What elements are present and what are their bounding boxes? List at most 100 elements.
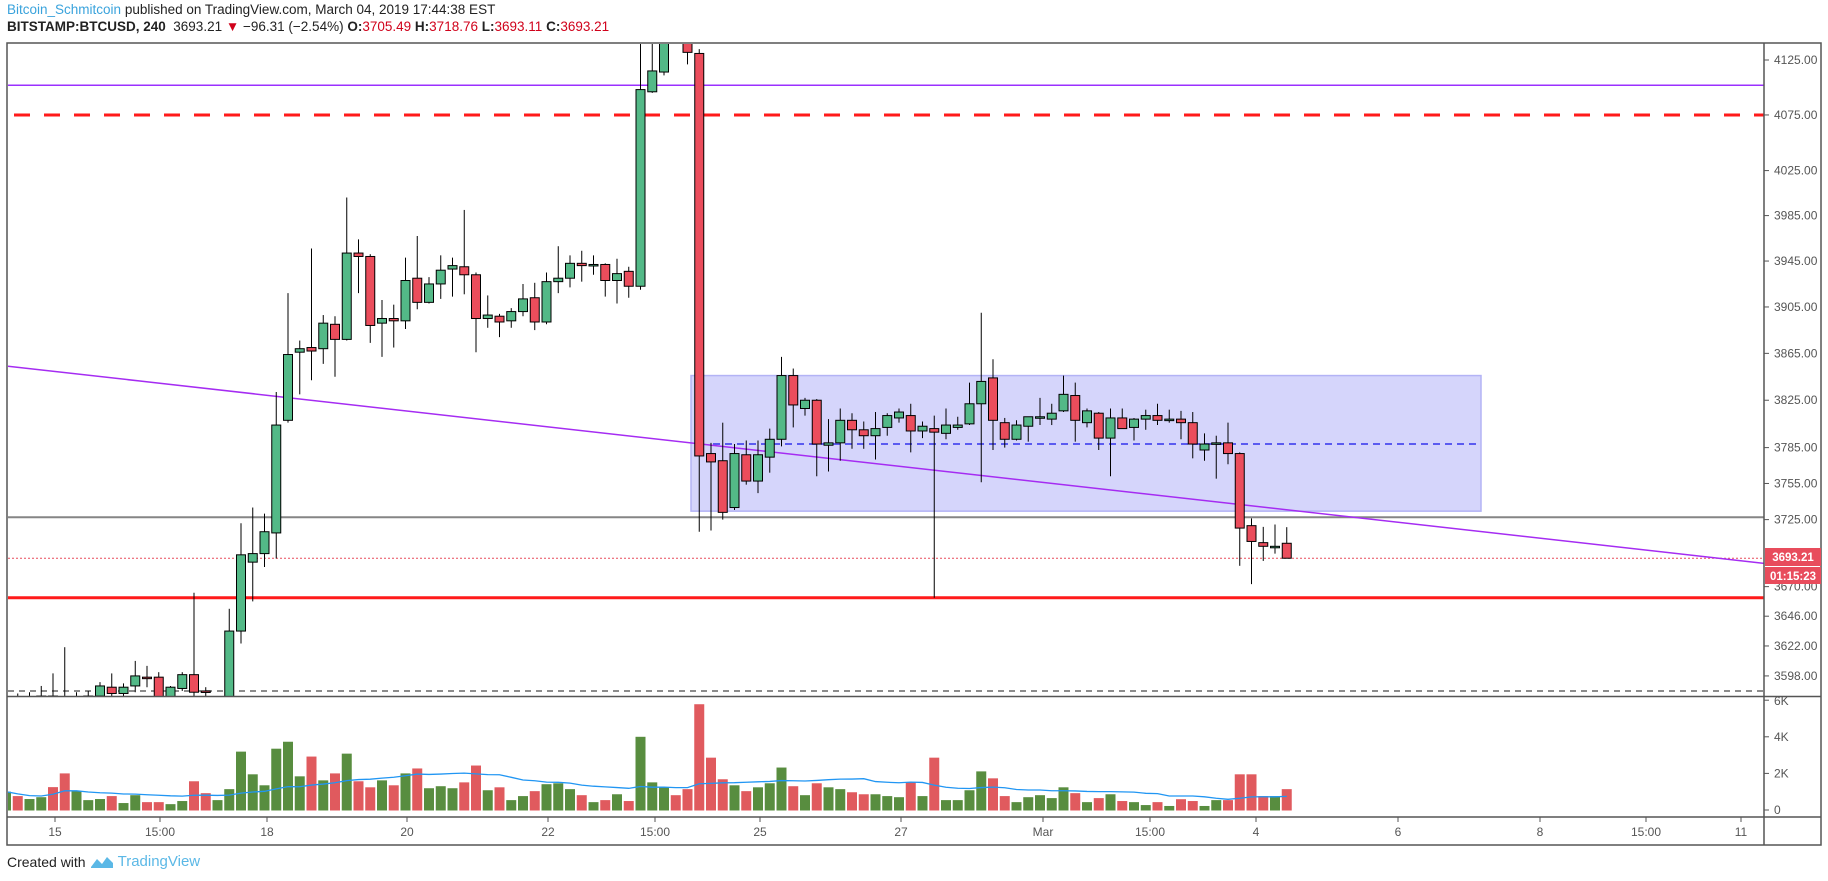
- volume-bar: [1046, 798, 1057, 811]
- candle-body-up: [553, 277, 564, 283]
- volume-bar: [894, 797, 904, 811]
- volume-bar: [36, 797, 47, 811]
- volume-bar: [459, 782, 470, 811]
- candle: [482, 295, 493, 328]
- candle: [1070, 382, 1081, 442]
- volume-bar: [988, 778, 998, 811]
- candle: [294, 340, 305, 395]
- tradingview-brand-link[interactable]: TradingView: [117, 853, 201, 870]
- candle-body-down: [189, 674, 199, 693]
- candle-body-down: [858, 429, 869, 437]
- candle-body-up: [612, 273, 622, 282]
- price-tick-label: 3598.00: [1774, 669, 1818, 683]
- volume-bar: [236, 751, 246, 811]
- candle-body-down: [142, 676, 152, 680]
- candle-body-up: [247, 553, 258, 563]
- volume-bar: [1187, 801, 1198, 811]
- close-label: C:: [546, 19, 561, 34]
- volume-bar: [71, 791, 82, 811]
- candle-body-up: [1105, 417, 1116, 439]
- candle: [1281, 527, 1292, 559]
- candle-body-down: [48, 695, 58, 696]
- volume-bar: [341, 753, 352, 811]
- candle-body-up: [1129, 418, 1139, 428]
- candle-body-up: [541, 281, 552, 323]
- author-link[interactable]: Bitcoin_Schmitcoin: [7, 2, 122, 17]
- candle: [870, 412, 881, 460]
- candle: [1258, 526, 1269, 561]
- time-tick-label: 20: [400, 825, 414, 839]
- candle-body-up: [894, 411, 904, 419]
- candle: [741, 440, 752, 485]
- last-price: 3693.21: [173, 19, 223, 34]
- candle-body-down: [694, 52, 705, 457]
- candle: [217, 695, 218, 696]
- candle: [941, 408, 951, 440]
- candle-body-down: [623, 270, 634, 287]
- candle-body-up: [952, 424, 963, 428]
- candle: [952, 416, 963, 430]
- volume-bar: [48, 787, 58, 811]
- candle-body-up: [2, 701, 11, 705]
- candle-body-down: [847, 419, 857, 431]
- candle: [224, 608, 235, 696]
- candle: [764, 428, 775, 473]
- volume-bar: [400, 773, 411, 811]
- volume-bar: [1258, 796, 1269, 811]
- candle: [118, 683, 129, 696]
- price-change: −96.31 (−2.54%): [243, 19, 344, 34]
- candle-body-down: [671, 17, 680, 28]
- volume-bar: [259, 785, 270, 811]
- candle-body-up: [224, 630, 235, 696]
- volume-bar: [1281, 789, 1292, 811]
- candle: [130, 660, 141, 693]
- candle-body-up: [177, 674, 188, 689]
- candle-body-up: [506, 311, 517, 322]
- candle: [988, 359, 998, 450]
- candle: [729, 444, 740, 510]
- price-tick-label: 3622.00: [1774, 639, 1818, 653]
- candle-body-down: [306, 347, 317, 352]
- volume-bar: [447, 788, 458, 811]
- candle: [999, 417, 1010, 448]
- candle-body-up: [659, 44, 669, 73]
- candle: [283, 293, 293, 423]
- candle-body-up: [447, 265, 458, 270]
- candle: [259, 513, 270, 568]
- time-tick-label: 4: [1253, 825, 1260, 839]
- candle-body-down: [929, 428, 940, 433]
- candle: [623, 266, 634, 298]
- volume-bar: [353, 781, 364, 811]
- candle: [388, 304, 399, 348]
- candle-body-down: [741, 454, 752, 482]
- axes-layer: 4125.00 4075.00 4025.00 3985.00 3945.00 3905.…: [6, 42, 1822, 846]
- volume-bar: [142, 802, 152, 811]
- candle: [776, 356, 787, 447]
- candle: [1082, 408, 1092, 428]
- candle-body-up: [1270, 545, 1280, 549]
- candle: [811, 399, 822, 477]
- volume-bar: [471, 765, 481, 811]
- price-tick-label: 3646.00: [1774, 609, 1818, 623]
- candle: [153, 672, 164, 696]
- volume-bar: [153, 802, 164, 811]
- candle-body-up: [800, 399, 810, 409]
- candle-body-up: [1023, 416, 1034, 427]
- candle-body-up: [1058, 393, 1069, 412]
- candle: [929, 415, 940, 598]
- candle-body-up: [1046, 412, 1057, 420]
- volume-bar: [811, 783, 822, 811]
- volume-bar: [670, 795, 681, 811]
- volume-bar: [224, 789, 235, 811]
- volume-bar: [964, 790, 975, 811]
- volume-bar: [729, 785, 740, 811]
- candle-body-up: [341, 252, 352, 340]
- volume-bar: [1093, 798, 1104, 811]
- created-with-text: Created with: [7, 853, 86, 870]
- volume-bar: [1117, 801, 1128, 811]
- candle-body-down: [353, 252, 364, 257]
- candle: [1011, 420, 1022, 441]
- volume-bar: [905, 782, 916, 811]
- volume-bar: [200, 793, 211, 811]
